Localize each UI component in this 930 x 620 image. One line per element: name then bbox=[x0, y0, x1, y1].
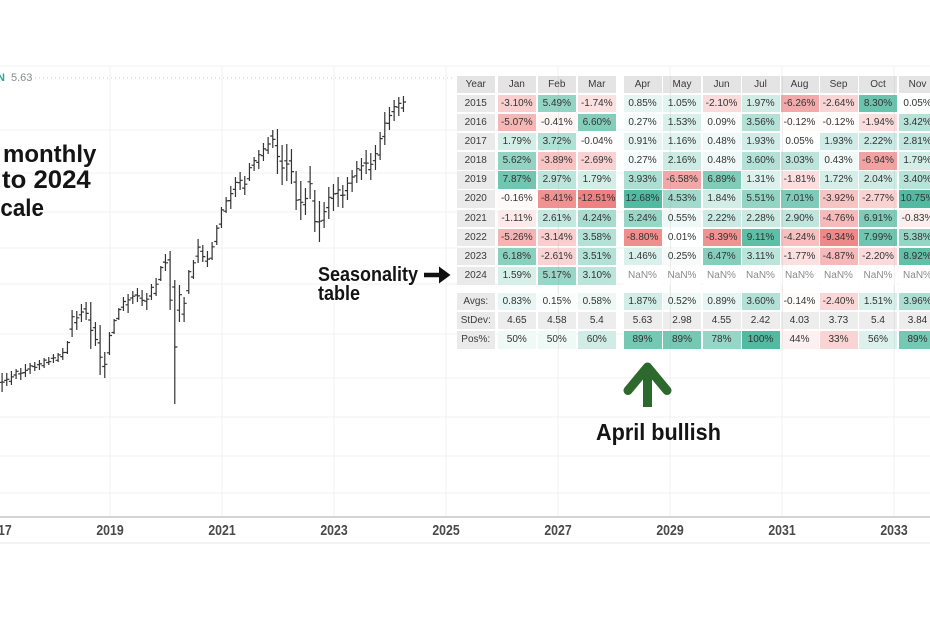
svg-text:N: N bbox=[0, 72, 5, 84]
svg-text:5.63: 5.63 bbox=[11, 72, 32, 84]
